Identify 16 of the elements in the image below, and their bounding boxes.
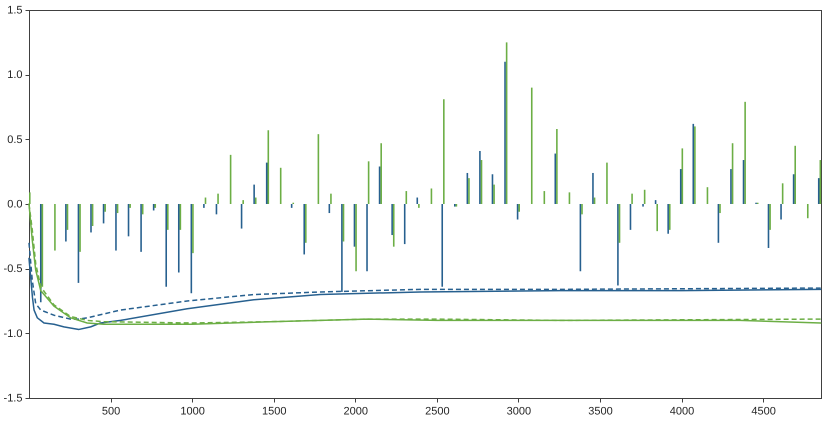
x-tick-label: 4500 — [751, 406, 776, 418]
x-tick-label: 3000 — [506, 406, 532, 418]
x-tick-label: 500 — [102, 406, 120, 418]
x-tick-label: 2000 — [344, 406, 368, 418]
x-tick-label: 1000 — [180, 406, 205, 418]
y-tick-label: 1.0 — [7, 69, 22, 82]
y-tick-label: -1.5 — [4, 392, 22, 404]
x-tick-label: 1500 — [262, 406, 286, 418]
y-tick-label: 1.5 — [7, 4, 22, 16]
x-tick-label: 3500 — [588, 406, 613, 418]
y-tick-label: 0.5 — [7, 134, 22, 146]
y-tick-label: -0.5 — [4, 263, 22, 276]
x-tick-label: 2500 — [425, 406, 450, 418]
y-tick-label: -1.0 — [4, 328, 22, 340]
y-tick-label: 0.0 — [7, 198, 22, 210]
x-tick-label: 4000 — [670, 406, 694, 418]
